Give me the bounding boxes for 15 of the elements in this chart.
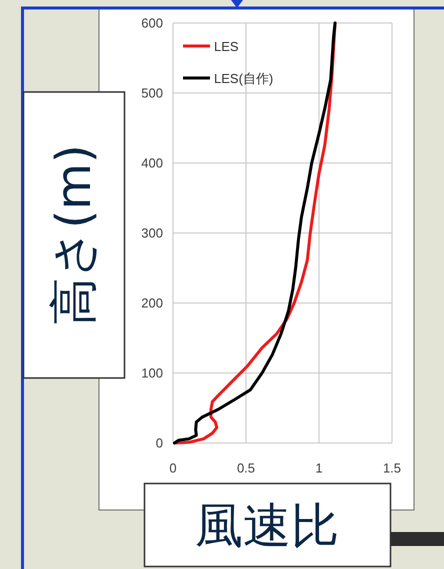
- y-tick-label: 0: [156, 436, 163, 450]
- x-axis-title: 風速比: [195, 498, 339, 554]
- y-tick-label: 200: [141, 296, 163, 310]
- y-tick-label: 500: [141, 86, 163, 100]
- x-tick-label: 1.5: [382, 460, 402, 476]
- y-tick-label: 100: [141, 366, 163, 380]
- legend-label: LES: [214, 38, 239, 54]
- legend-label: LES(自作): [214, 70, 274, 86]
- y-tick-label: 600: [141, 16, 163, 30]
- y-tick-label: 400: [141, 156, 163, 170]
- x-tick-label: 0.5: [236, 460, 256, 476]
- y-tick-label: 300: [141, 226, 163, 240]
- x-tick-label: 0: [169, 460, 177, 476]
- y-axis-title: 高さ(m): [46, 144, 102, 326]
- x-tick-label: 1: [315, 460, 323, 476]
